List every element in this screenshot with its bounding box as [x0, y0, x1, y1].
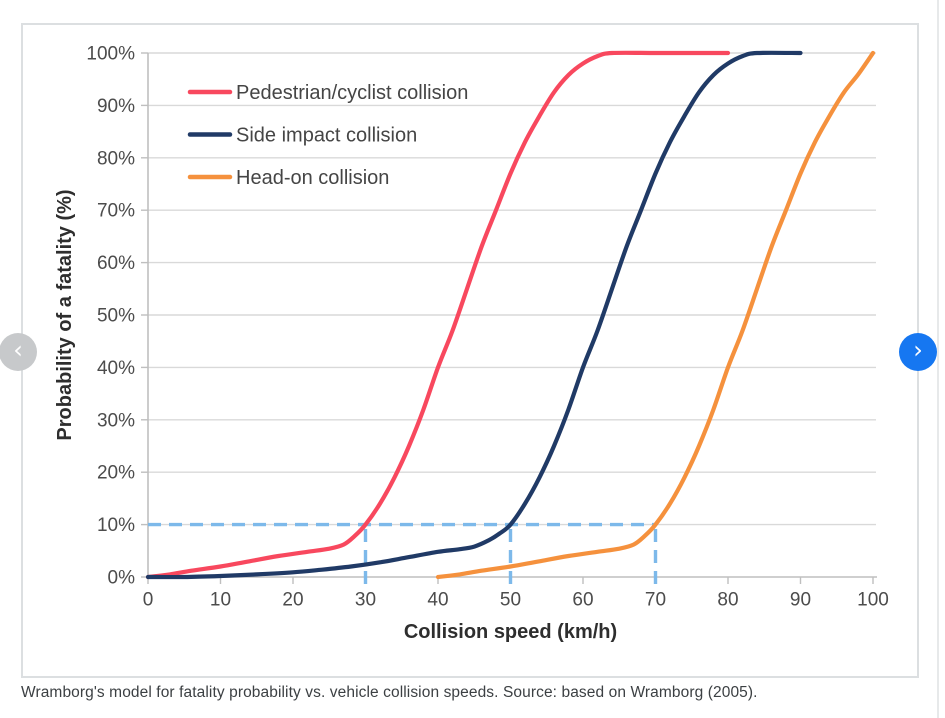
chevron-right-icon: › [913, 336, 923, 364]
y-tick-label: 50% [97, 306, 135, 327]
series-line-side-impact-collision [145, 50, 803, 580]
chevron-left-icon: ‹ [13, 336, 23, 364]
y-tick-label: 60% [97, 253, 135, 274]
x-tick-label: 20 [282, 590, 303, 611]
x-axis-title: Collision speed (km/h) [404, 621, 617, 643]
x-tick-label: 100 [857, 590, 889, 611]
axes [147, 53, 877, 578]
carousel-prev-button[interactable]: ‹ [0, 333, 37, 371]
fatality-probability-chart: 0% 10% 20% 30% 40% 50% 60% 70% 80% 90% 100% 0 10 20 30… [54, 44, 889, 644]
x-tick-label: 50 [500, 590, 521, 611]
y-tick-label: 20% [97, 463, 135, 484]
legend: Pedestrian/cyclist collision Side impact … [187, 82, 468, 189]
carousel-next-button[interactable]: › [899, 333, 937, 371]
series-lines [145, 50, 876, 580]
tick-labels: 0% 10% 20% 30% 40% 50% 60% 70% 80% 90% 100% 0 10 20 30… [86, 44, 888, 611]
gridlines [141, 52, 876, 584]
page-right-divider [937, 0, 939, 718]
figure-caption: Wramborg's model for fatality probabilit… [21, 684, 758, 701]
x-tick-label: 80 [717, 590, 738, 611]
reference-lines [148, 522, 658, 584]
x-tick-label: 90 [790, 590, 811, 611]
y-axis-title: Probability of a fatality (%) [54, 189, 76, 440]
legend-label-head-on-collision: Head-on collision [236, 167, 389, 189]
chart-card: 0% 10% 20% 30% 40% 50% 60% 70% 80% 90% 100% 0 10 20 30… [21, 23, 919, 678]
x-tick-label: 70 [645, 590, 666, 611]
y-tick-label: 40% [97, 358, 135, 379]
x-tick-label: 30 [355, 590, 376, 611]
y-tick-label: 0% [108, 568, 136, 589]
y-tick-label: 80% [97, 148, 135, 169]
legend-label-side-impact-collision: Side impact collision [236, 125, 417, 147]
x-tick-label: 10 [210, 590, 231, 611]
y-tick-label: 70% [97, 201, 135, 222]
series-line-head-on-collision [435, 50, 876, 580]
axis-titles: Collision speed (km/h) Probability of a f… [54, 189, 617, 643]
legend-label-pedestrian-cyclist-collision: Pedestrian/cyclist collision [236, 82, 468, 104]
x-tick-label: 60 [572, 590, 593, 611]
x-tick-label: 40 [427, 590, 448, 611]
y-tick-label: 10% [97, 515, 135, 536]
y-tick-label: 30% [97, 410, 135, 431]
series-line-pedestrian-cyclist-collision [145, 50, 731, 580]
y-tick-label: 90% [97, 96, 135, 117]
x-tick-label: 0 [143, 590, 154, 611]
y-tick-label: 100% [86, 44, 135, 65]
